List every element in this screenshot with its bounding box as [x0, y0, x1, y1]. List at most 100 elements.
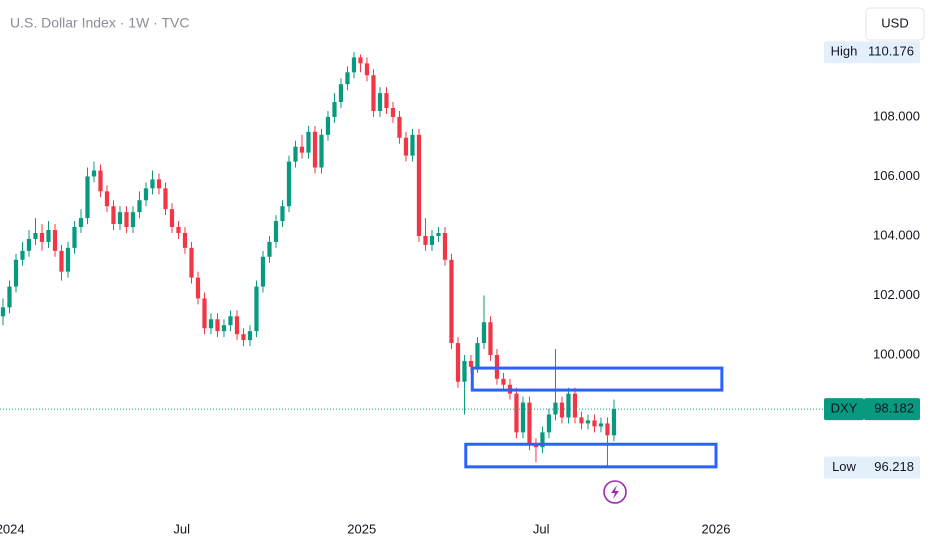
candle-body [39, 232, 45, 242]
candle-body [488, 322, 493, 355]
candle-body [293, 146, 298, 162]
candle-body [65, 247, 71, 272]
candle-body [254, 286, 259, 332]
candle-body [228, 316, 233, 326]
candle-body [46, 230, 51, 242]
candle-body [384, 93, 389, 109]
chart-title: U.S. Dollar Index · 1W · TVC [10, 15, 189, 31]
alert-bolt [611, 485, 619, 499]
candle-body [280, 206, 285, 222]
candle-body [332, 102, 337, 117]
candle-body [286, 161, 292, 207]
alert-circle [603, 480, 627, 504]
candle-body [468, 360, 474, 367]
candle-body [104, 191, 110, 207]
candle-body [566, 393, 571, 418]
candle-body [455, 343, 461, 382]
y-tick-label: 100.000 [873, 346, 920, 361]
candle-body [514, 393, 519, 433]
zone-box [470, 366, 724, 392]
candle-body [416, 134, 422, 236]
candle-body [527, 402, 532, 445]
candle-body [7, 286, 12, 308]
alert-icon[interactable] [603, 480, 627, 504]
candle-body [117, 212, 123, 225]
candle-body [351, 57, 357, 73]
price-label-box [864, 41, 920, 64]
candle-body [390, 108, 396, 117]
candle-body [52, 230, 58, 251]
candle-body [397, 116, 402, 138]
candle-body [234, 316, 240, 335]
candle-body [0, 307, 6, 317]
candle-body [572, 393, 578, 418]
candle-body [72, 227, 77, 248]
currency-button[interactable] [865, 7, 925, 41]
candle-body [605, 423, 610, 436]
candle-body [546, 414, 552, 433]
candle-body [267, 241, 272, 257]
plot [0, 52, 617, 468]
price-label-name: DXY [831, 401, 858, 416]
candle-body [241, 334, 246, 341]
candle-body [137, 200, 142, 213]
candle-body [598, 423, 604, 427]
y-tick-label: 108.000 [873, 108, 920, 123]
candle-body [325, 116, 331, 135]
candle-body [462, 360, 467, 382]
candle-body [306, 131, 311, 153]
candle-body [59, 250, 64, 272]
candle-body [169, 209, 175, 228]
candle-body [585, 420, 591, 424]
x-tick-label: 2024 [0, 521, 25, 536]
candle-body [449, 259, 454, 344]
candle-body [611, 409, 617, 436]
candle-body [156, 179, 162, 189]
candle-body [273, 221, 279, 242]
candle-body [176, 227, 181, 233]
candle-body [553, 402, 558, 415]
candle-body [338, 84, 344, 103]
price-label-tag [824, 456, 864, 479]
price-label-tag [824, 398, 864, 421]
y-tick-label: 102.000 [873, 287, 920, 302]
price-label-value: 96.218 [874, 459, 914, 474]
candle-body [78, 218, 84, 228]
candle-body [403, 137, 409, 156]
candle-body [442, 232, 448, 260]
candle-body [124, 212, 129, 228]
y-tick-label: 106.000 [873, 168, 920, 183]
candle-body [520, 402, 526, 433]
candle-body [501, 378, 506, 385]
candle-body [91, 170, 97, 177]
candle-body [182, 232, 188, 248]
candle-body [559, 402, 565, 418]
candle-body [592, 420, 597, 427]
candle-body [85, 176, 90, 219]
candle-body [111, 206, 116, 225]
candle-body [189, 247, 194, 278]
currency-label[interactable]: USD [881, 15, 908, 30]
candle-body [247, 331, 253, 341]
x-tick-label: Jul [173, 521, 190, 536]
candle-body [143, 188, 149, 201]
candle-body [371, 75, 376, 111]
price-label-value: 110.176 [868, 44, 914, 59]
x-tick-label: Jul [533, 521, 550, 536]
candle-body [20, 250, 25, 260]
candle-body [26, 238, 32, 251]
price-label-name: Low [832, 459, 856, 474]
price-label-name: High [831, 44, 858, 59]
candle-body [33, 232, 38, 239]
candle-body [150, 179, 155, 189]
candle-body [364, 63, 370, 76]
candle-body [260, 256, 266, 287]
candle-body [195, 277, 201, 299]
price-label-tag [824, 41, 864, 64]
y-tick-label: 104.000 [873, 227, 920, 242]
candle-body [436, 232, 441, 236]
candle-body [163, 188, 168, 210]
candle-body [423, 235, 428, 245]
candle-body [410, 134, 415, 156]
